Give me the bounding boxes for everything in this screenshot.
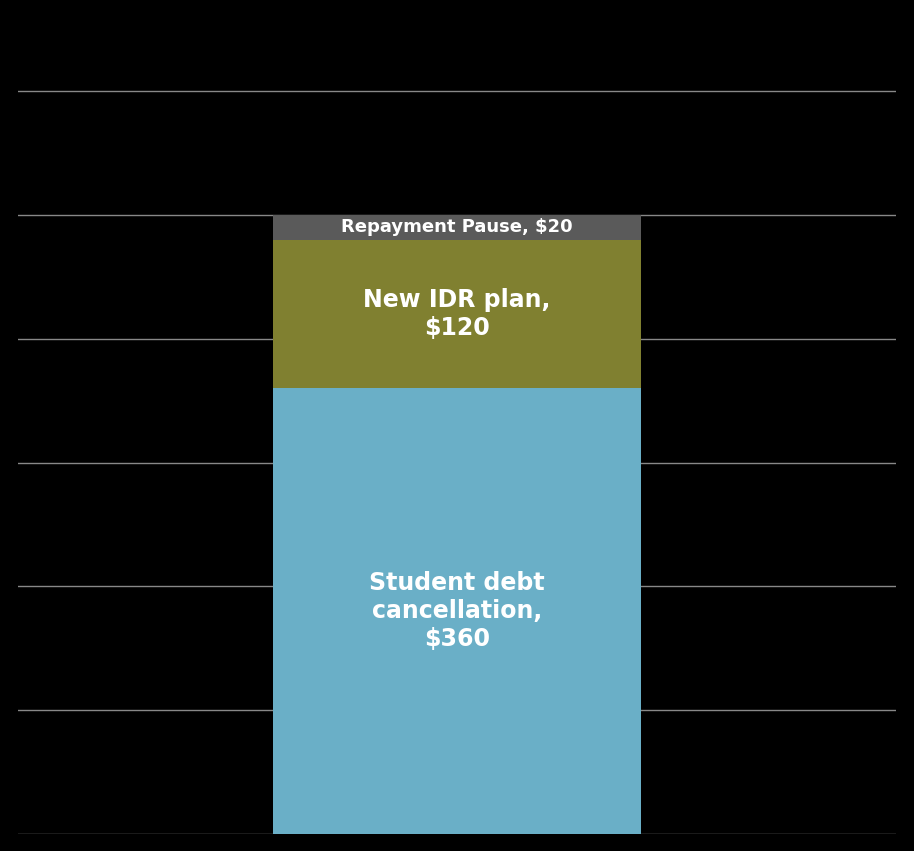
Text: Student debt
cancellation,
$360: Student debt cancellation, $360 (369, 571, 545, 651)
Bar (272, 240, 642, 388)
Bar (272, 388, 642, 834)
Bar (272, 215, 642, 240)
Text: New IDR plan,
$120: New IDR plan, $120 (363, 288, 551, 340)
Text: Repayment Pause, $20: Repayment Pause, $20 (341, 219, 573, 237)
